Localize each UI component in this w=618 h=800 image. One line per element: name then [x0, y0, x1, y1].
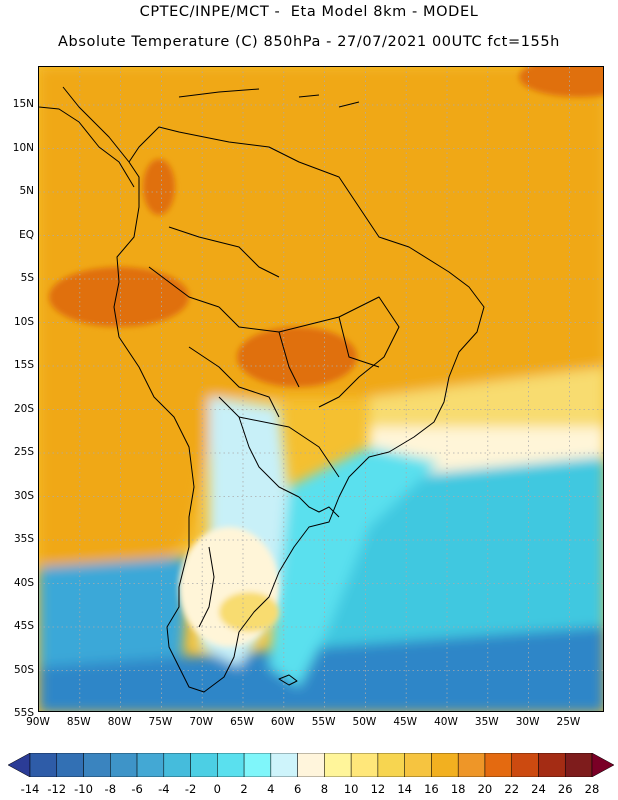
- colorbar-tick-label: 8: [320, 782, 329, 796]
- patagonia-yellow-patch: [219, 592, 279, 632]
- lat-tick-label: 25S: [13, 446, 34, 458]
- lon-tick-label: 60W: [270, 716, 295, 728]
- colorbar-swatch: [457, 753, 486, 777]
- colorbar-swatch: [377, 753, 405, 777]
- lon-tick-label: 35W: [474, 716, 499, 728]
- colorbar-swatch: [217, 753, 245, 777]
- colorbar-tick-label: 16: [424, 782, 439, 796]
- colorbar-tick-label: 18: [450, 782, 466, 796]
- lat-tick-label: EQ: [19, 228, 34, 241]
- lon-tick-label: 65W: [230, 716, 254, 728]
- colorbar-swatch: [350, 753, 379, 777]
- coastal-cyan-tongue: [269, 447, 439, 687]
- colorbar-tick-label: -2: [184, 782, 197, 796]
- colorbar-swatch: [110, 753, 138, 777]
- colorbar-tick-label: 20: [477, 782, 493, 796]
- map-title-line2: Absolute Temperature (C) 850hPa - 27/07/…: [58, 34, 560, 50]
- colombia-hot-spot: [143, 159, 175, 215]
- southern-cone-borders: [218, 396, 340, 498]
- north-atlantic-hot-spot: [519, 67, 603, 97]
- lon-tick-label: 30W: [515, 716, 540, 728]
- colorbar-tick-label: 26: [557, 782, 573, 796]
- map-title-line1: CPTEC/INPE/MCT - Eta Model 8km - MODEL: [139, 4, 479, 20]
- colorbar-swatch: [56, 753, 84, 777]
- lat-tick-label: 15N: [12, 98, 34, 110]
- central-america-outline: [39, 106, 135, 188]
- colorbar-swatch: [431, 753, 459, 777]
- uruguay-river: [298, 496, 340, 518]
- colorbar-swatch: [511, 753, 539, 777]
- colorbar-swatch: [243, 753, 272, 777]
- lat-tick-label: 20S: [13, 402, 34, 415]
- colorbar-swatch: [484, 753, 512, 777]
- colorbar-tick-label: 4: [267, 782, 275, 796]
- lon-tick-label: 55W: [311, 716, 336, 728]
- colorbar-swatch: [297, 753, 325, 777]
- continent-outline: [39, 86, 485, 693]
- lon-tick-label: 90W: [26, 716, 50, 728]
- lat-tick-label: 45S: [13, 620, 34, 632]
- colorbar-high-arrow: [591, 753, 614, 777]
- brazil-borders: [218, 296, 400, 408]
- colorbar-swatch: [83, 753, 111, 777]
- lon-tick-label: 50W: [352, 716, 377, 728]
- central-brazil-hot-spot: [237, 327, 357, 387]
- andean-borders: [148, 226, 280, 418]
- colorbar-swatch: [270, 753, 298, 777]
- lat-tick-label: 40S: [13, 576, 34, 589]
- colorbar-tick-label: -8: [104, 782, 117, 796]
- lat-tick-label: 10S: [13, 315, 34, 328]
- lon-tick-label: 85W: [66, 716, 91, 728]
- south-america-coastline: [62, 86, 485, 693]
- colorbar-tick-label: -14: [20, 782, 40, 796]
- colorbar-swatch: [29, 753, 58, 777]
- lat-tick-label: 5S: [20, 272, 34, 284]
- colorbar-tick-label: 24: [531, 782, 546, 796]
- colorbar-tick-label: 28: [584, 782, 600, 796]
- lat-tick-label: 30S: [13, 489, 34, 502]
- lon-tick-label: 45W: [393, 716, 418, 728]
- colorbar-swatch: [324, 753, 352, 777]
- colorbar-tick-label: -6: [131, 782, 143, 796]
- lat-tick-label: 10N: [12, 141, 34, 154]
- colorbar-tick-label: 12: [370, 782, 386, 796]
- colorbar-tick-label: 10: [343, 782, 359, 796]
- colorbar-tick-label: -10: [74, 782, 93, 796]
- color-scale-bar: [8, 753, 614, 777]
- colorbar-tick-label: 2: [240, 782, 248, 796]
- pacific-mid-region: [39, 397, 219, 587]
- colorbar-tick-label: 6: [293, 782, 302, 796]
- patagonia-inner: [198, 546, 215, 628]
- caribbean-islands: [178, 88, 360, 108]
- colorbar-tick-label: -4: [158, 782, 170, 796]
- lon-tick-label: 80W: [107, 716, 132, 728]
- colorbar-tick-label: 14: [397, 782, 412, 796]
- lon-tick-label: 40W: [434, 716, 458, 728]
- temperature-map: [38, 66, 604, 712]
- colorbar-swatch: [163, 753, 191, 777]
- far-south-cold: [39, 627, 603, 711]
- colorbar-swatch: [404, 753, 432, 777]
- colorbar-swatch: [564, 753, 593, 777]
- lon-tick-label: 75W: [148, 716, 173, 728]
- colorbar-swatch: [136, 753, 165, 777]
- colorbar-tick-label: 0: [213, 782, 221, 796]
- lat-tick-label: 50S: [13, 663, 34, 676]
- temperature-field: [39, 67, 603, 711]
- lon-tick-label: 25W: [556, 716, 581, 728]
- colorbar-low-arrow: [8, 753, 31, 777]
- colorbar-swatch: [538, 753, 566, 777]
- lat-tick-label: 15S: [13, 359, 34, 371]
- lat-tick-label: 55S: [13, 707, 34, 719]
- colorbar-swatch: [190, 753, 218, 777]
- pacific-warm-spot: [49, 267, 189, 327]
- colorbar-tick-label: 22: [504, 782, 520, 796]
- colorbar-tick-label: -12: [47, 782, 67, 796]
- lat-tick-label: 5N: [19, 185, 34, 197]
- lon-tick-label: 70W: [189, 716, 214, 728]
- lat-tick-label: 35S: [13, 533, 34, 545]
- falklands: [278, 674, 298, 686]
